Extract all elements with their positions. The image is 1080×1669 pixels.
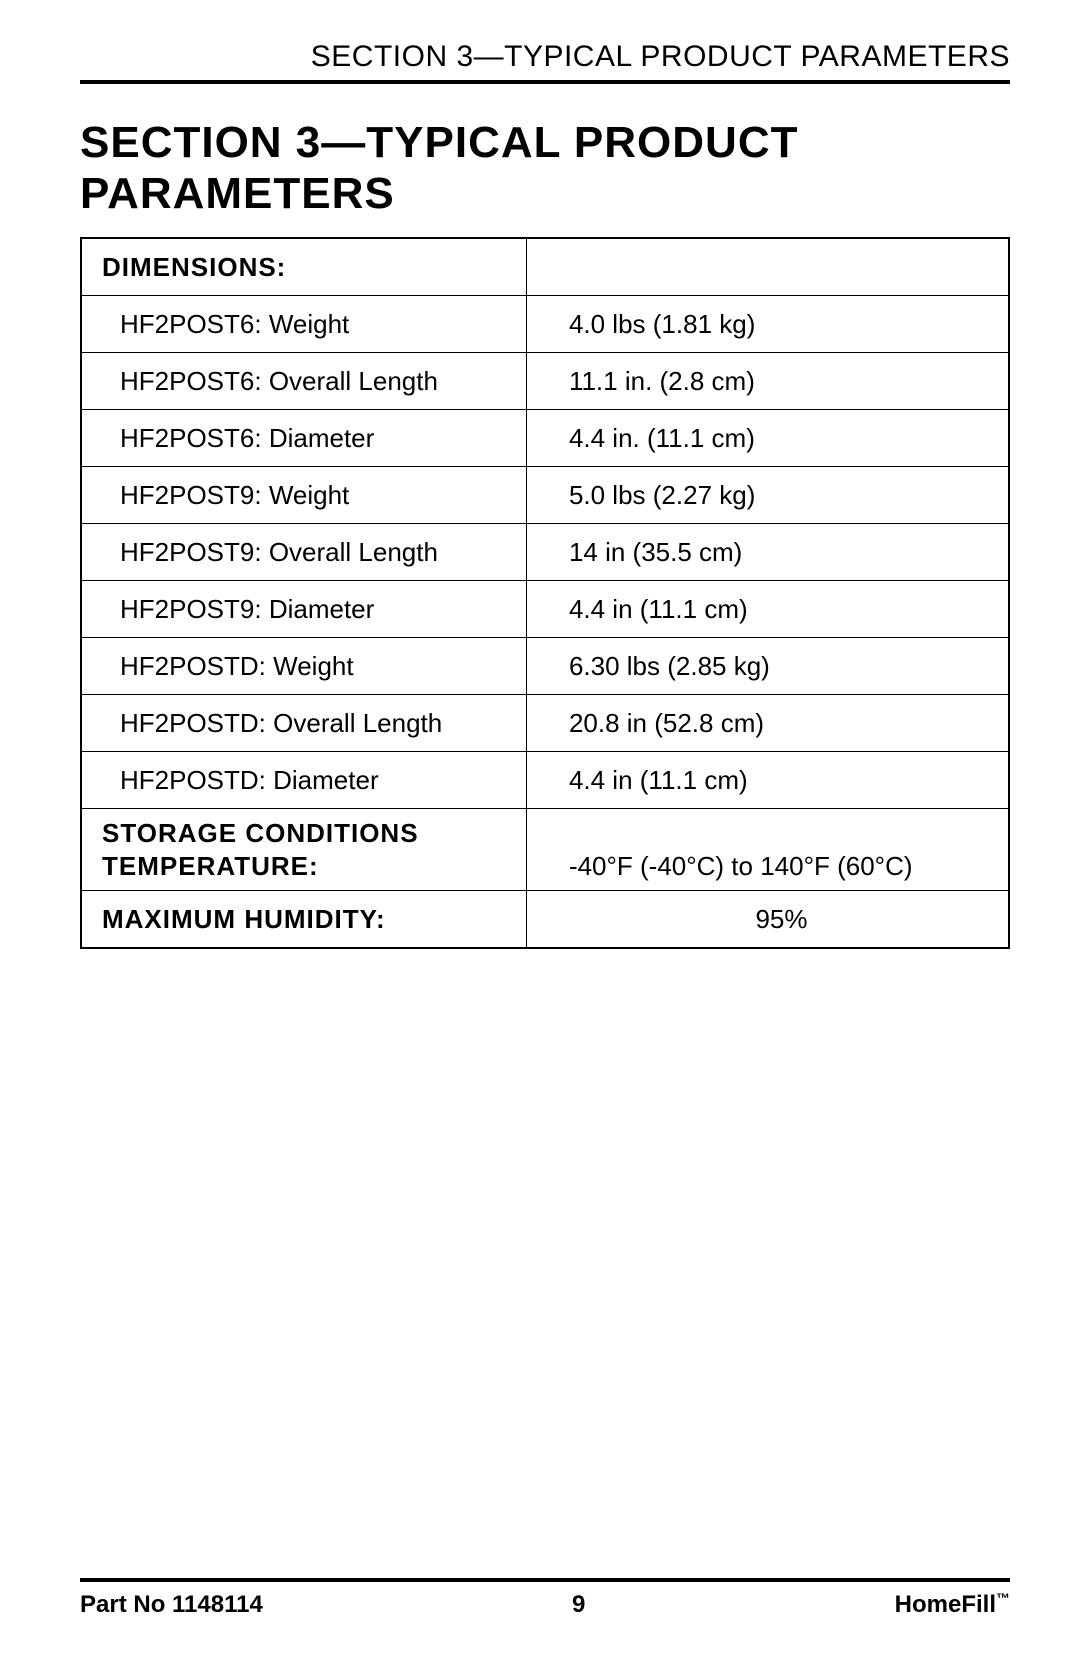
param-value: 20.8 in (52.8 cm)	[526, 695, 1009, 752]
table-row: HF2POSTD: Diameter 4.4 in (11.1 cm)	[81, 752, 1009, 809]
empty-cell	[526, 238, 1009, 296]
param-label: HF2POSTD: Diameter	[81, 752, 526, 809]
trademark-icon: ™	[996, 1590, 1010, 1606]
table-row: HF2POST9: Overall Length 14 in (35.5 cm)	[81, 524, 1009, 581]
param-value: 4.4 in (11.1 cm)	[526, 581, 1009, 638]
table-row: MAXIMUM HUMIDITY: 95%	[81, 891, 1009, 949]
param-label: HF2POSTD: Weight	[81, 638, 526, 695]
section-title: SECTION 3—TYPICAL PRODUCT PARAMETERS	[80, 118, 1010, 219]
param-value: 4.4 in (11.1 cm)	[526, 752, 1009, 809]
param-value: 6.30 lbs (2.85 kg)	[526, 638, 1009, 695]
storage-header: STORAGE CONDITIONS TEMPERATURE:	[81, 809, 526, 891]
part-number: Part No 1148114	[80, 1591, 263, 1619]
brand-name: HomeFill	[895, 1591, 996, 1618]
table-row: HF2POST6: Diameter 4.4 in. (11.1 cm)	[81, 410, 1009, 467]
page: SECTION 3—TYPICAL PRODUCT PARAMETERS SEC…	[0, 0, 1080, 1669]
parameters-table: DIMENSIONS: HF2POST6: Weight 4.0 lbs (1.…	[80, 237, 1010, 949]
table-row: HF2POST9: Diameter 4.4 in (11.1 cm)	[81, 581, 1009, 638]
page-footer: Part No 1148114 9 HomeFill™	[80, 1582, 1010, 1649]
brand: HomeFill™	[895, 1590, 1010, 1619]
table-row: STORAGE CONDITIONS TEMPERATURE: -40°F (-…	[81, 809, 1009, 891]
param-label: HF2POST9: Weight	[81, 467, 526, 524]
running-head: SECTION 3—TYPICAL PRODUCT PARAMETERS	[80, 40, 1010, 84]
param-value: 4.0 lbs (1.81 kg)	[526, 296, 1009, 353]
storage-value: -40°F (-40°C) to 140°F (60°C)	[526, 809, 1009, 891]
param-label: HF2POST6: Overall Length	[81, 353, 526, 410]
table-row: HF2POSTD: Overall Length 20.8 in (52.8 c…	[81, 695, 1009, 752]
param-label: HF2POST6: Diameter	[81, 410, 526, 467]
dimensions-header: DIMENSIONS:	[81, 238, 526, 296]
table-row: DIMENSIONS:	[81, 238, 1009, 296]
param-value: 11.1 in. (2.8 cm)	[526, 353, 1009, 410]
table-row: HF2POST6: Overall Length 11.1 in. (2.8 c…	[81, 353, 1009, 410]
humidity-value: 95%	[526, 891, 1009, 949]
param-label: HF2POST9: Overall Length	[81, 524, 526, 581]
page-number: 9	[263, 1591, 895, 1619]
param-label: HF2POSTD: Overall Length	[81, 695, 526, 752]
table-row: HF2POSTD: Weight 6.30 lbs (2.85 kg)	[81, 638, 1009, 695]
table-row: HF2POST6: Weight 4.0 lbs (1.81 kg)	[81, 296, 1009, 353]
humidity-header: MAXIMUM HUMIDITY:	[81, 891, 526, 949]
param-value: 14 in (35.5 cm)	[526, 524, 1009, 581]
param-label: HF2POST6: Weight	[81, 296, 526, 353]
param-value: 5.0 lbs (2.27 kg)	[526, 467, 1009, 524]
param-value: 4.4 in. (11.1 cm)	[526, 410, 1009, 467]
param-label: HF2POST9: Diameter	[81, 581, 526, 638]
spacer	[80, 949, 1010, 1568]
table-row: HF2POST9: Weight 5.0 lbs (2.27 kg)	[81, 467, 1009, 524]
